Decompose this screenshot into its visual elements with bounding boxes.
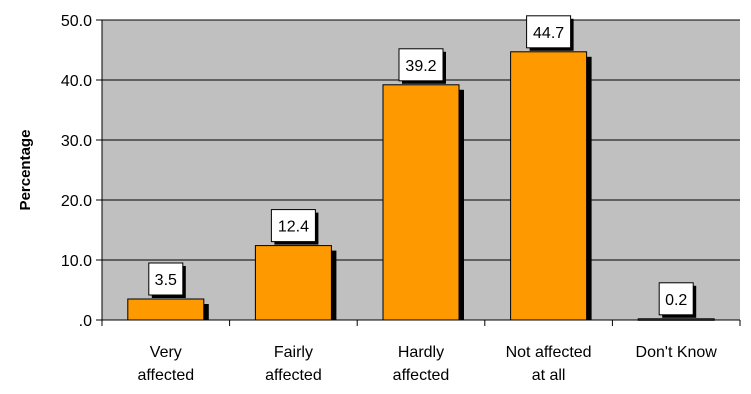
data-labels: 3.5 12.4 39.2 44.7 0.2 <box>148 15 697 318</box>
x-category-label: Very affected <box>137 344 194 384</box>
bar <box>254 245 332 321</box>
bar <box>510 51 588 321</box>
y-tick-label: 50.0 <box>61 13 92 30</box>
y-tick-label: 40.0 <box>61 73 92 90</box>
x-category-label: Not affected at all <box>506 344 592 384</box>
y-tick-label: 10.0 <box>61 253 92 270</box>
data-label: 12.4 <box>278 219 309 236</box>
data-label: 44.7 <box>533 25 564 42</box>
bar <box>127 298 205 321</box>
bars <box>127 51 715 321</box>
data-label-box <box>658 282 694 316</box>
data-label: 0.2 <box>665 292 687 309</box>
y-tick-label: 30.0 <box>61 133 92 150</box>
data-label-box <box>270 209 316 243</box>
data-label-box <box>398 48 444 82</box>
y-tick-label: .0 <box>79 313 92 330</box>
data-label: 39.2 <box>405 58 436 75</box>
data-label: 3.5 <box>155 272 177 289</box>
y-axis-title: Percentage <box>17 130 34 211</box>
axes <box>96 19 741 326</box>
x-category-label: Hardly affected <box>393 344 450 384</box>
x-category-label: Don't Know <box>636 344 718 361</box>
y-tick-labels: .0 10.0 20.0 30.0 40.0 50.0 <box>61 13 92 330</box>
data-label-box <box>148 262 184 296</box>
y-tick-label: 20.0 <box>61 193 92 210</box>
x-category-label: Fairly affected <box>265 344 322 384</box>
bar <box>382 84 460 321</box>
x-category-labels: Very affected Fairly affected Hardly affected… <box>137 344 717 384</box>
data-label-box <box>526 15 572 49</box>
